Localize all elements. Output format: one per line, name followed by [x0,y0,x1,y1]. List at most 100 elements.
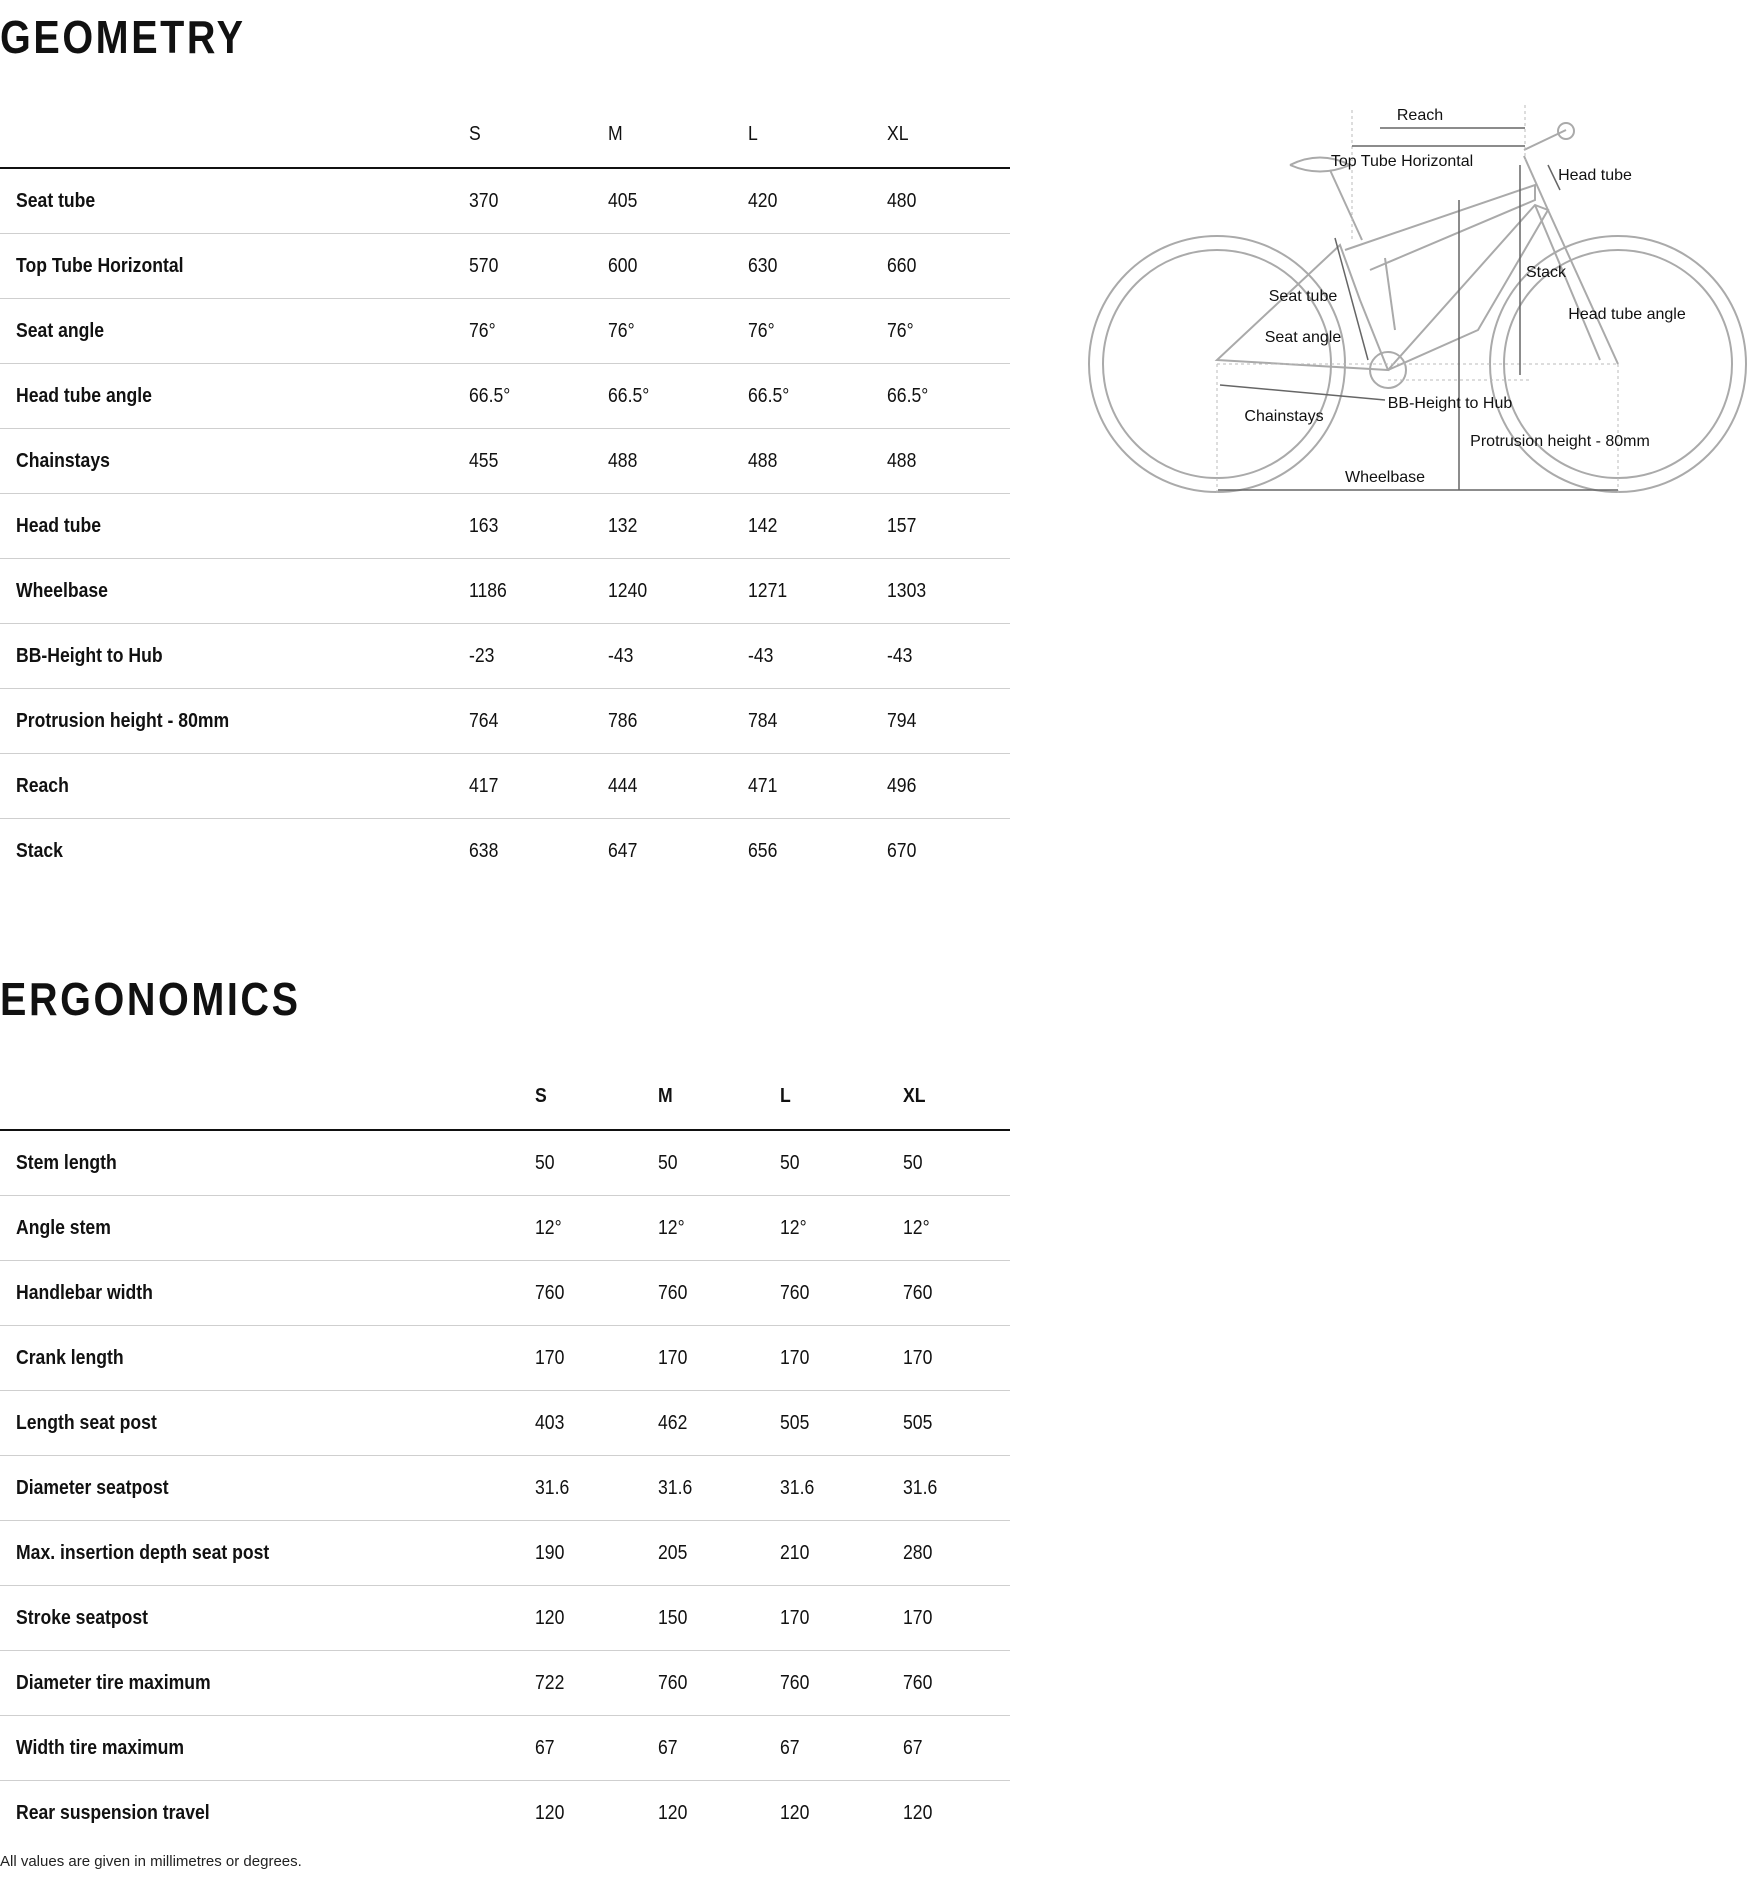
column-header: XL [903,1063,1010,1131]
table-row: Chainstays 455 488 488 488 [0,428,1010,494]
row-label: Chainstays [0,428,469,494]
cell-value: 163 [469,493,608,559]
diagram-label-top-tube: Top Tube Horizontal [1331,153,1473,170]
cell-value: 417 [469,753,608,819]
cell-value: 142 [748,493,887,559]
cell-value-text: 120 [658,1801,688,1824]
row-label: Length seat post [0,1390,535,1456]
cell-value: 488 [608,428,748,494]
row-label: Top Tube Horizontal [0,233,469,299]
diagram-label-seat-angle: Seat angle [1265,329,1342,346]
cell-value: 600 [608,233,748,299]
row-label: Handlebar width [0,1260,535,1326]
row-label-text: Diameter seatpost [16,1476,169,1499]
cell-value: 760 [535,1260,658,1326]
cell-value: 480 [887,168,1010,234]
diagram-label-head-tube: Head tube [1558,167,1632,184]
cell-value: 760 [658,1650,780,1716]
row-label-text: Crank length [16,1346,124,1369]
cell-value: 120 [903,1781,1010,1846]
cell-value: -43 [748,623,887,689]
cell-value: 784 [748,688,887,754]
cell-value-text: 784 [748,709,778,732]
cell-value-text: 760 [780,1281,810,1304]
cell-value: 420 [748,168,887,234]
cell-value: 170 [903,1585,1010,1651]
cell-value-text: 205 [658,1541,688,1564]
cell-value-text: 50 [780,1151,800,1174]
cell-value: 12° [535,1195,658,1261]
cell-value: 205 [658,1520,780,1586]
cell-value-text: 638 [469,839,499,862]
cell-value: 280 [903,1520,1010,1586]
cell-value-text: 722 [535,1671,565,1694]
cell-value: 12° [780,1195,903,1261]
cell-value-text: -23 [469,644,495,667]
cell-value: 722 [535,1650,658,1716]
row-label: Seat angle [0,298,469,364]
cell-value: 67 [780,1715,903,1781]
ergonomics-title: ERGONOMICS [0,973,301,1025]
table-row: Stem length 50 50 50 50 [0,1130,1010,1196]
cell-value-text: 444 [608,774,638,797]
cell-value: 50 [780,1130,903,1196]
cell-value: 31.6 [780,1455,903,1521]
cell-value: 170 [903,1325,1010,1391]
row-label-text: Diameter tire maximum [16,1671,211,1694]
cell-value-text: 420 [748,189,778,212]
cell-value: 1303 [887,558,1010,624]
cell-value-text: 132 [608,514,638,537]
table-row: Head tube angle 66.5° 66.5° 66.5° 66.5° [0,363,1010,429]
cell-value-text: 280 [903,1541,933,1564]
row-label-text: Stem length [16,1151,117,1174]
cell-value-text: 1186 [469,579,507,602]
cell-value: 120 [658,1781,780,1846]
cell-value: 488 [887,428,1010,494]
cell-value: 67 [535,1715,658,1781]
column-header-label: S [535,1084,547,1107]
cell-value-text: 67 [535,1736,555,1759]
cell-value: 505 [780,1390,903,1456]
cell-value-text: -43 [608,644,634,667]
cell-value: 405 [608,168,748,234]
cell-value: 760 [903,1260,1010,1326]
cell-value: 12° [658,1195,780,1261]
row-label: Diameter seatpost [0,1455,535,1521]
cell-value-text: 600 [608,254,638,277]
column-header: S [535,1063,658,1131]
row-label-text: Stroke seatpost [16,1606,149,1629]
table-row: Crank length 170 170 170 170 [0,1325,1010,1391]
cell-value-text: 31.6 [780,1476,815,1499]
column-header: M [608,101,748,169]
cell-value-text: 488 [887,449,917,472]
row-label: Reach [0,753,469,819]
row-label-text: Head tube [16,514,102,537]
cell-value-text: 488 [608,449,638,472]
cell-value: 794 [887,688,1010,754]
bike-geometry-diagram: Reach Top Tube Horizontal Head tube Stac… [1088,105,1747,495]
row-label-text: Width tire maximum [16,1736,185,1759]
cell-value: 50 [903,1130,1010,1196]
cell-value-text: 455 [469,449,499,472]
cell-value-text: 570 [469,254,499,277]
row-label-text: Top Tube Horizontal [16,254,184,277]
cell-value: 66.5° [608,363,748,429]
row-label: Stroke seatpost [0,1585,535,1651]
cell-value: 471 [748,753,887,819]
cell-value: 570 [469,233,608,299]
ergonomics-table: S M L XL Stem length 50 50 50 50 Angle stem 12° 12… [0,1063,1010,1845]
cell-value: 1186 [469,558,608,624]
cell-value-text: 405 [608,189,638,212]
cell-value: 1240 [608,558,748,624]
cell-value: 660 [887,233,1010,299]
row-label: Width tire maximum [0,1715,535,1781]
cell-value-text: 66.5° [469,384,511,407]
cell-value: 66.5° [887,363,1010,429]
table-row: Width tire maximum 67 67 67 67 [0,1715,1010,1781]
cell-value: 370 [469,168,608,234]
row-label-text: Seat angle [16,319,105,342]
cell-value-text: 760 [903,1671,933,1694]
column-header-label: L [748,122,758,145]
cell-value: 496 [887,753,1010,819]
cell-value-text: 120 [535,1606,565,1629]
